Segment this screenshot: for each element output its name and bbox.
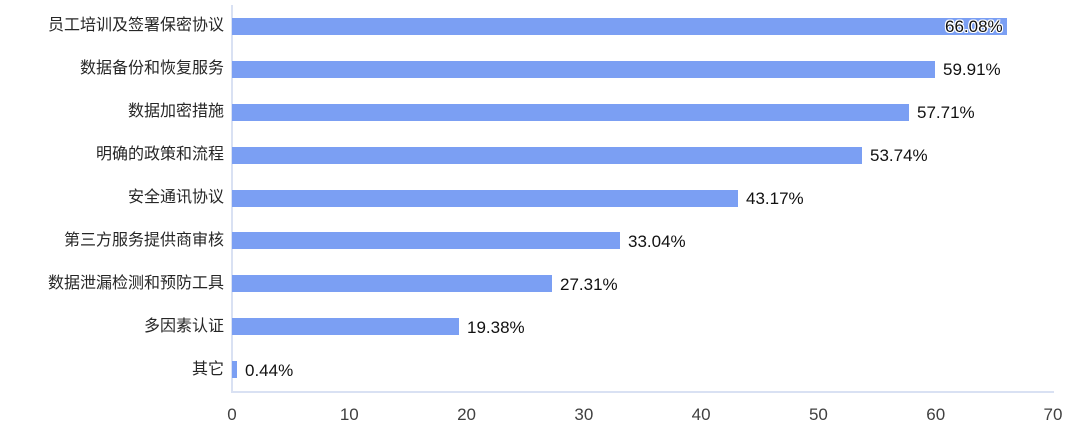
bar: [232, 275, 552, 292]
value-label: 66.08%: [945, 17, 1003, 36]
x-tick-label: 30: [574, 405, 594, 424]
value-label: 27.31%: [560, 275, 618, 294]
value-label: 43.17%: [746, 189, 804, 208]
x-axis-line: [231, 391, 1054, 393]
value-label: 19.38%: [467, 318, 525, 337]
bar: [232, 18, 1007, 35]
value-label: 33.04%: [628, 232, 686, 251]
category-label: 其它: [191, 361, 224, 378]
category-label: 数据备份和恢复服务: [79, 60, 224, 77]
x-tick-label: 20: [457, 405, 477, 424]
value-label: 59.91%: [943, 60, 1001, 79]
bar: [232, 61, 935, 78]
category-label: 明确的政策和流程: [95, 146, 224, 163]
bar: [232, 232, 620, 249]
x-tick-label: 10: [339, 405, 359, 424]
category-label: 第三方服务提供商审核: [63, 232, 224, 249]
category-label: 安全通讯协议: [127, 189, 224, 206]
bar: [232, 361, 237, 378]
x-tick-label: 60: [926, 405, 946, 424]
bar: [232, 318, 459, 335]
value-label: 53.74%: [870, 146, 928, 165]
x-tick-label: 70: [1043, 405, 1063, 424]
category-label: 多因素认证: [143, 318, 224, 335]
bar: [232, 147, 862, 164]
category-label: 员工培训及签署保密协议: [47, 17, 224, 34]
x-tick-label: 0: [227, 405, 237, 424]
x-tick-label: 40: [691, 405, 711, 424]
category-label: 数据泄漏检测和预防工具: [47, 275, 224, 292]
category-label: 数据加密措施: [127, 103, 224, 120]
value-label: 57.71%: [917, 103, 975, 122]
bar: [232, 190, 738, 207]
x-tick-label: 50: [808, 405, 828, 424]
bar: [232, 104, 909, 121]
value-label: 0.44%: [245, 361, 294, 380]
